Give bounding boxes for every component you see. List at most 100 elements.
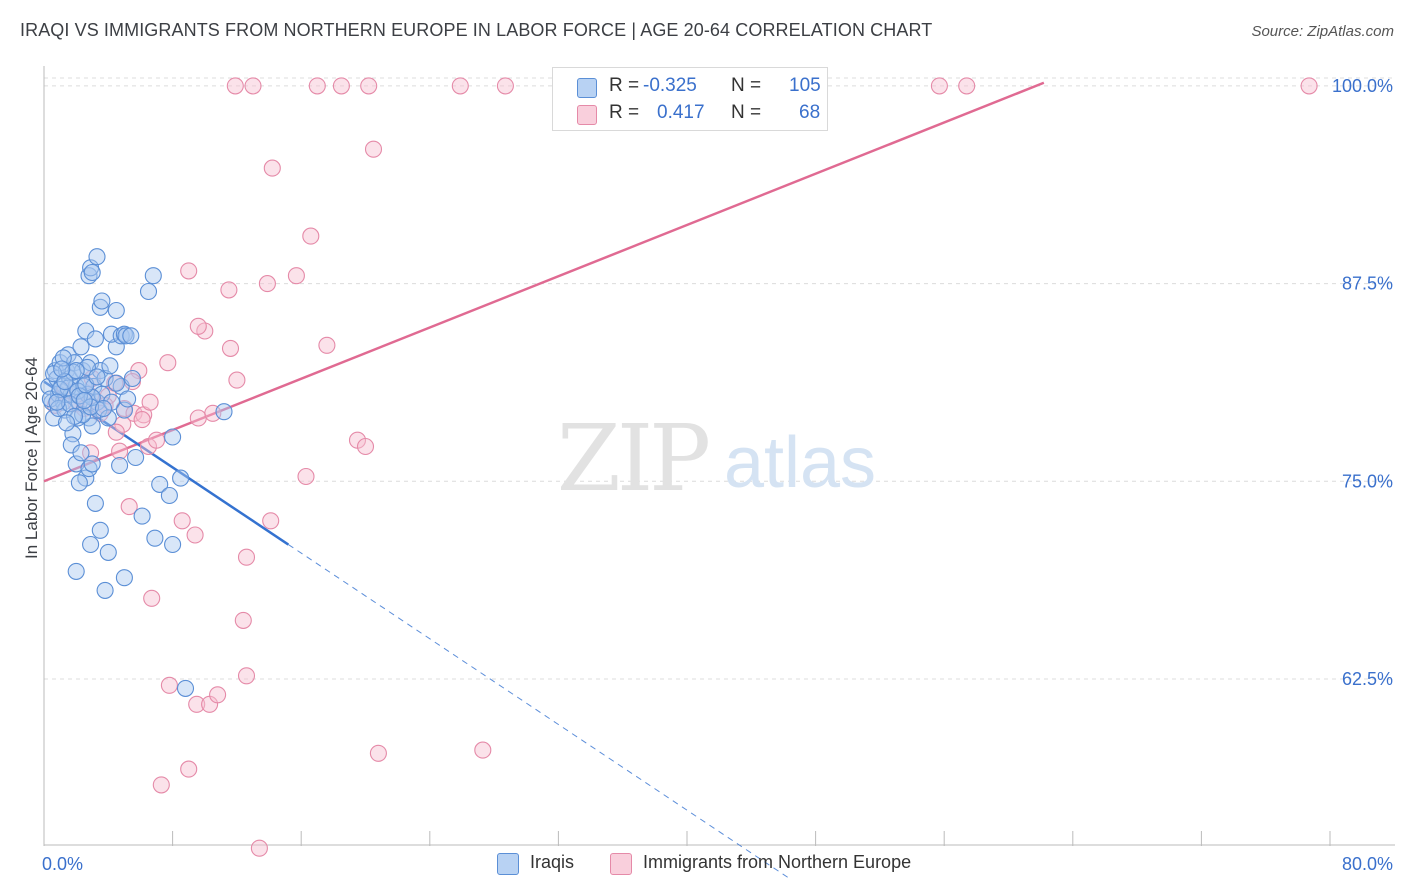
legend-swatch-pink <box>577 105 597 125</box>
x-tick-label-min: 0.0% <box>42 854 83 874</box>
legend-n-label: N = <box>731 102 762 123</box>
iraqis-point <box>96 581 114 599</box>
northern-europe-point <box>496 77 514 95</box>
iraqis-point <box>88 368 106 386</box>
northern-europe-point <box>160 676 178 694</box>
northern-europe-point <box>356 437 375 456</box>
y-tick-label: 100.0% <box>1332 76 1393 96</box>
iraqis-point <box>83 263 101 282</box>
northern-europe-point <box>237 548 256 566</box>
northern-europe-point <box>308 77 326 95</box>
iraqis-point <box>48 393 66 411</box>
iraqis-point <box>67 362 85 380</box>
northern-europe-point <box>133 411 151 429</box>
iraqis-point <box>75 392 93 410</box>
iraqis-point <box>160 486 178 505</box>
iraqis-point <box>72 338 90 356</box>
watermark-zip: ZIP <box>557 405 708 512</box>
northern-europe-point <box>189 409 207 427</box>
iraqis-point <box>99 543 117 561</box>
legend-r-label: R = <box>609 102 640 123</box>
northern-europe-point <box>188 695 206 713</box>
northern-europe-point <box>226 77 244 95</box>
northern-europe-point <box>189 317 207 335</box>
northern-europe-point <box>220 281 238 299</box>
northern-europe-point <box>180 760 198 778</box>
legend-n-label: N = <box>731 75 762 96</box>
northern-europe-point <box>250 839 268 857</box>
northern-europe-point <box>221 339 240 357</box>
legend-r-value: 0.417 <box>657 102 705 123</box>
iraqis-point <box>164 535 182 554</box>
axes <box>43 66 1395 846</box>
iraqis-point <box>133 507 151 525</box>
iraqis-point <box>127 448 145 467</box>
iraqis-point <box>115 401 133 419</box>
northern-europe-point <box>364 140 383 158</box>
iraqis-point <box>139 282 158 301</box>
iraqis-point <box>83 455 101 473</box>
iraqis-point <box>101 357 119 375</box>
iraqis-point <box>172 469 190 487</box>
northern-europe-point <box>930 77 948 95</box>
iraqis-point <box>91 298 109 316</box>
northern-europe-point <box>147 431 166 449</box>
iraqis-point <box>215 403 233 421</box>
stats-legend: R = -0.325 N = 105 R = 0.417 N = 68 <box>552 67 828 131</box>
iraqis-point <box>82 535 100 554</box>
northern-europe-point <box>302 227 320 245</box>
bottom-legend-label: Iraqis <box>530 852 575 872</box>
northern-europe-trend-line <box>43 81 1045 483</box>
iraqis-trend-dashed <box>288 544 792 881</box>
iraqis-point <box>115 569 133 587</box>
northern-europe-point <box>152 776 170 794</box>
iraqis-point <box>117 327 135 345</box>
iraqis-point <box>144 267 162 285</box>
legend-r-value: -0.325 <box>643 75 697 96</box>
iraqis-point <box>146 529 164 547</box>
iraqis-point <box>57 414 76 432</box>
northern-europe-point <box>258 275 276 293</box>
bottom-legend-swatch-pink <box>610 853 632 875</box>
northern-europe-point <box>209 686 227 704</box>
iraqis-point <box>107 374 125 392</box>
northern-europe-point <box>1300 77 1318 95</box>
northern-europe-point <box>141 393 159 411</box>
northern-europe-point <box>107 423 125 441</box>
northern-europe-point <box>111 442 129 460</box>
northern-europe-point <box>360 77 378 95</box>
iraqis-point <box>123 369 141 388</box>
watermark-atlas: atlas <box>724 423 876 503</box>
northern-europe-point <box>332 77 350 95</box>
northern-europe-point <box>318 336 336 354</box>
iraqis-point <box>151 475 169 493</box>
iraqis-point <box>176 679 195 697</box>
northern-europe-point <box>120 498 138 516</box>
iraqis-point <box>119 390 137 408</box>
x-tick-label-max: 80.0% <box>1342 854 1393 874</box>
iraqis-point <box>83 417 101 435</box>
iraqis-point <box>122 327 140 345</box>
legend-n-value: 68 <box>799 102 821 123</box>
legend-n-value: 105 <box>789 75 821 96</box>
northern-europe-point <box>173 512 191 530</box>
iraqis-point <box>111 456 129 475</box>
legend-r-label: R = <box>609 75 640 96</box>
northern-europe-point <box>237 667 256 685</box>
series-iraqis <box>40 248 233 697</box>
northern-europe-point <box>159 354 177 372</box>
iraqis-point <box>88 248 106 266</box>
northern-europe-point <box>244 77 262 95</box>
grid-lines <box>44 77 1395 680</box>
northern-europe-point <box>451 77 469 95</box>
iraqis-point <box>93 292 111 310</box>
iraqis-point <box>94 399 113 418</box>
iraqis-point <box>53 360 71 378</box>
iraqis-point <box>86 494 104 512</box>
iraqis-point <box>67 562 85 580</box>
iraqis-point <box>56 373 74 391</box>
northern-europe-point <box>143 589 161 607</box>
source-credit: Source: ZipAtlas.com <box>1251 23 1394 40</box>
bottom-legend-label: Immigrants from Northern Europe <box>643 852 912 872</box>
legend-swatch-blue <box>577 78 597 98</box>
